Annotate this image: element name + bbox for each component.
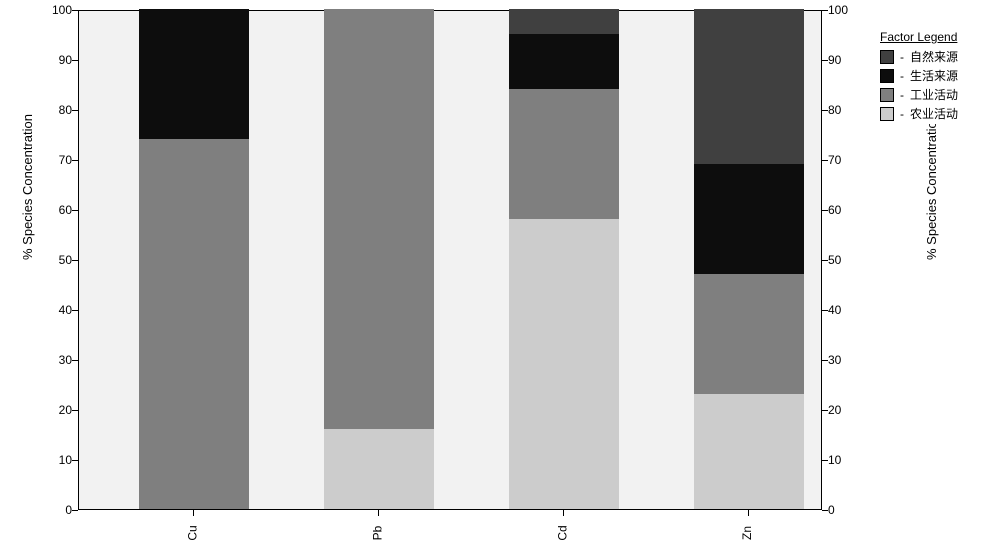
ytick-label-left: 0: [32, 503, 72, 517]
bar-cd: [509, 11, 619, 509]
bar-segment-natural: [509, 9, 619, 34]
ytick-mark: [822, 360, 828, 361]
ytick-label-right: 60: [828, 203, 868, 217]
ytick-label-left: 90: [32, 53, 72, 67]
bar-segment-domestic: [139, 9, 249, 139]
legend-item-natural: -自然来源: [880, 48, 990, 65]
ytick-mark: [822, 10, 828, 11]
legend-item-industry: -工业活动: [880, 86, 990, 103]
ytick-label-left: 80: [32, 103, 72, 117]
xtick-mark: [563, 510, 564, 516]
ytick-mark: [822, 410, 828, 411]
xtick-mark: [378, 510, 379, 516]
bar-segment-industry: [694, 274, 804, 394]
ytick-mark: [822, 110, 828, 111]
bar-cu: [139, 11, 249, 509]
ytick-label-right: 0: [828, 503, 868, 517]
ytick-label-left: 40: [32, 303, 72, 317]
legend-label: 自然来源: [910, 48, 958, 65]
y-axis-left: 0102030405060708090100: [30, 10, 78, 510]
ytick-mark: [822, 460, 828, 461]
ytick-mark: [822, 510, 828, 511]
ytick-label-right: 30: [828, 353, 868, 367]
bar-segment-domestic: [694, 164, 804, 274]
legend: Factor Legend -自然来源-生活来源-工业活动-农业活动: [880, 30, 990, 124]
xtick-label: Zn: [740, 526, 754, 540]
xtick-label: Cd: [556, 525, 570, 540]
ytick-mark: [822, 210, 828, 211]
ytick-mark: [822, 260, 828, 261]
ytick-label-left: 60: [32, 203, 72, 217]
ytick-label-right: 100: [828, 3, 868, 17]
ytick-label-right: 90: [828, 53, 868, 67]
ytick-label-right: 80: [828, 103, 868, 117]
legend-swatch: [880, 69, 894, 83]
legend-item-domestic: -生活来源: [880, 67, 990, 84]
legend-title: Factor Legend: [880, 30, 990, 44]
legend-dash: -: [900, 107, 904, 121]
bar-segment-agriculture: [324, 429, 434, 509]
xtick-mark: [193, 510, 194, 516]
ytick-label-left: 20: [32, 403, 72, 417]
ytick-label-left: 100: [32, 3, 72, 17]
xtick-label: Pb: [370, 526, 384, 541]
ytick-label-left: 50: [32, 253, 72, 267]
legend-label: 农业活动: [910, 105, 958, 122]
legend-swatch: [880, 88, 894, 102]
chart-container: 0102030405060708090100 01020304050607080…: [30, 10, 870, 540]
ytick-label-left: 30: [32, 353, 72, 367]
y-axis-label-right: % Species Concentration: [924, 114, 939, 260]
bar-pb: [324, 11, 434, 509]
legend-item-agriculture: -农业活动: [880, 105, 990, 122]
ytick-label-left: 70: [32, 153, 72, 167]
legend-dash: -: [900, 69, 904, 83]
legend-dash: -: [900, 88, 904, 102]
ytick-mark: [822, 160, 828, 161]
bar-segment-industry: [324, 9, 434, 429]
xtick-mark: [748, 510, 749, 516]
bar-segment-agriculture: [694, 394, 804, 509]
y-axis-right: 0102030405060708090100: [822, 10, 870, 510]
ytick-mark: [822, 310, 828, 311]
legend-swatch: [880, 50, 894, 64]
legend-label: 生活来源: [910, 67, 958, 84]
bar-zn: [694, 11, 804, 509]
bar-segment-domestic: [509, 34, 619, 89]
legend-label: 工业活动: [910, 86, 958, 103]
ytick-label-right: 70: [828, 153, 868, 167]
ytick-label-left: 10: [32, 453, 72, 467]
ytick-label-right: 50: [828, 253, 868, 267]
ytick-label-right: 20: [828, 403, 868, 417]
ytick-mark: [822, 60, 828, 61]
bar-segment-natural: [694, 9, 804, 164]
legend-dash: -: [900, 50, 904, 64]
bar-segment-industry: [509, 89, 619, 219]
legend-swatch: [880, 107, 894, 121]
ytick-label-right: 40: [828, 303, 868, 317]
ytick-mark: [72, 510, 78, 511]
bar-segment-agriculture: [509, 219, 619, 509]
y-axis-label-left: % Species Concentration: [20, 114, 35, 260]
plot-area: [78, 10, 822, 510]
ytick-label-right: 10: [828, 453, 868, 467]
xtick-label: Cu: [186, 525, 200, 540]
bar-segment-industry: [139, 139, 249, 509]
